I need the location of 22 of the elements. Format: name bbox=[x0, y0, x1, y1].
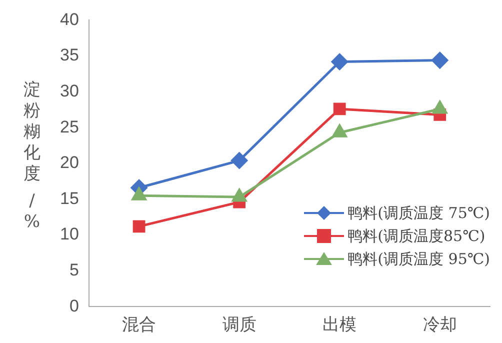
y-tick-label: 20 bbox=[60, 153, 79, 172]
y-tick-label: 35 bbox=[60, 46, 79, 65]
legend-label: 鸭料(调质温度 95℃) bbox=[348, 250, 490, 269]
x-tick-label: 混合 bbox=[122, 315, 156, 336]
x-tick-label: 出模 bbox=[322, 315, 357, 336]
point bbox=[132, 220, 146, 233]
legend-label: 鸭料(调质温度85℃) bbox=[348, 226, 486, 246]
y-axis-title: 淀粉糊化度 /% bbox=[22, 80, 42, 233]
point bbox=[432, 52, 448, 69]
point bbox=[333, 102, 346, 116]
y-tick-label: 15 bbox=[60, 188, 79, 208]
point bbox=[331, 53, 348, 70]
x-tick-label: 冷却 bbox=[422, 315, 457, 336]
y-tick-label: 10 bbox=[60, 224, 79, 244]
y-tick-label: 0 bbox=[69, 296, 79, 316]
point bbox=[231, 152, 248, 169]
legend-label: 鸭料(调质温度 75℃) bbox=[348, 204, 490, 223]
y-tick-label: 30 bbox=[60, 81, 79, 100]
y-tick-label: 40 bbox=[60, 10, 79, 29]
y-tick-label: 25 bbox=[60, 117, 79, 136]
y-tick-label: 5 bbox=[69, 260, 79, 280]
x-tick-label: 调质 bbox=[222, 315, 256, 336]
